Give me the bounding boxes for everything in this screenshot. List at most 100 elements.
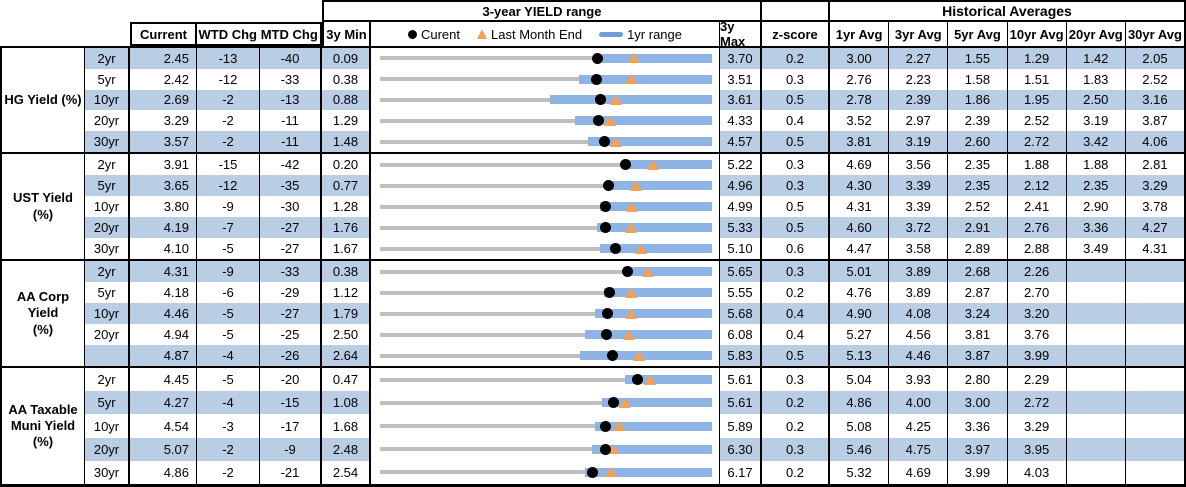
avg-cell-0: 5.46 [830,437,890,461]
range-plot [380,217,712,238]
avg-cell-1: 3.89 [889,261,949,282]
range-chart [371,345,720,366]
range-chart [371,131,720,152]
avg-cell-4 [1066,282,1126,303]
current-dot [600,222,612,233]
z-score-cell: 0.5 [762,196,830,217]
group-label: HG Yield (%) [0,48,85,152]
avg-cell-5: 2.52 [1125,68,1186,90]
current-cell: 4.18 [130,282,197,303]
table-row: 2yr 2.45 -13 -40 0.09 3.70 0.2 3.00 2.27 1.55 1.29… [85,48,1186,69]
avg-cell-1: 3.56 [889,154,949,175]
range-chart [371,110,720,132]
mtd-chg-cell: -40 [260,48,322,69]
avg-cell-1: 3.39 [889,196,949,217]
current-dot [603,287,615,298]
last-month-end-triangle [625,287,638,298]
col-header-3yr-avg: 3yr Avg [889,22,949,46]
avg-cell-0: 3.81 [830,131,890,152]
col-header-z-score: z-score [762,22,830,46]
z-score-cell: 0.5 [762,131,830,152]
avg-cell-1: 2.97 [889,110,949,132]
range-plot [380,196,712,217]
z-score-cell: 0.5 [762,345,830,366]
avg-cell-2: 1.58 [948,68,1008,90]
avg-cell-5 [1125,345,1186,366]
mtd-chg-cell: -30 [260,196,322,217]
col-header-3y-min: 3y Min [322,22,371,46]
last-month-end-triangle [629,180,642,191]
1yr-range-bar [595,309,712,318]
avg-cell-2: 3.24 [948,303,1008,324]
mtd-chg-cell: -13 [260,89,322,111]
mtd-chg-cell: -15 [260,391,322,415]
1yr-range-bar [588,137,712,147]
tenor-cell [85,345,130,366]
range-chart [371,48,720,69]
range-plot [380,368,712,391]
1yr-range-bar [584,467,712,477]
avg-cell-4 [1066,391,1126,415]
avg-cell-5: 2.05 [1125,48,1186,69]
current-dot [599,443,611,455]
current-dot [608,397,620,409]
table-row: 20yr 3.29 -2 -11 1.29 4.33 0.4 3.52 2.97 2.39 2.52… [85,110,1186,132]
wtd-chg-cell: -13 [197,48,260,69]
3y-min-cell: 1.67 [322,238,371,259]
avg-cell-0: 4.60 [830,217,890,238]
avg-cell-4: 2.50 [1066,89,1126,111]
3y-max-cell: 5.61 [720,368,762,392]
avg-cell-4 [1066,303,1126,324]
header-row-groups: 3-year YIELD range Historical Averages [0,0,1186,22]
range-track [380,56,712,61]
range-plot [380,303,712,324]
avg-cell-0: 5.32 [830,460,890,485]
z-score-cell: 0.4 [762,303,830,324]
col-header-current: Current [130,22,197,46]
avg-cell-3: 2.41 [1007,196,1067,217]
tenor-cell: 30yr [85,460,130,485]
avg-cell-3: 4.03 [1007,460,1067,485]
table-row: 30yr 3.57 -2 -11 1.48 4.57 0.5 3.81 3.19 2.60 2.72… [85,131,1186,152]
mtd-chg-cell: -26 [260,345,322,366]
legend-1yr-range-label: 1yr range [627,26,682,42]
current-cell: 2.69 [130,89,197,111]
current-dot [619,159,631,170]
last-month-end-triangle [626,201,639,212]
3y-min-cell: 2.54 [322,460,371,485]
wtd-chg-cell: -5 [197,368,260,392]
tenor-cell: 10yr [85,414,130,438]
range-track [380,332,712,337]
avg-cell-1: 2.27 [889,48,949,69]
col-header-wtd-mtd: WTD Chg MTD Chg [197,22,322,46]
section: AA Taxable Muni Yield (%) 2yr 4.45 -5 -20 0.4… [0,368,1186,485]
current-dot [606,350,618,361]
avg-cell-2: 2.60 [948,131,1008,152]
1yr-range-bar [599,244,712,253]
range-chart [371,261,720,282]
avg-cell-4: 1.83 [1066,68,1126,90]
mtd-chg-cell: -11 [260,110,322,132]
avg-cell-1: 4.56 [889,324,949,345]
avg-cell-1: 4.25 [889,414,949,438]
current-cell: 4.19 [130,217,197,238]
1yr-range-bar [625,267,712,276]
3y-min-cell: 2.48 [322,437,371,461]
tenor-cell: 10yr [85,89,130,111]
z-score-cell: 0.4 [762,110,830,132]
avg-cell-2: 3.36 [948,414,1008,438]
current-dot [600,420,612,432]
avg-cell-1: 3.72 [889,217,949,238]
tenor-cell: 2yr [85,261,130,282]
avg-cell-4: 1.42 [1066,48,1126,69]
header-row-columns: Current WTD Chg MTD Chg 3y Min Curent La… [0,19,1186,49]
tenor-cell: 30yr [85,238,130,259]
avg-cell-2: 2.87 [948,282,1008,303]
last-month-end-triangle [647,159,660,170]
range-track [380,353,712,358]
range-chart [371,460,720,485]
range-track [380,470,712,475]
3y-max-cell: 6.30 [720,437,762,461]
last-month-triangle-icon [477,29,488,39]
mtd-chg-cell: -33 [260,68,322,90]
